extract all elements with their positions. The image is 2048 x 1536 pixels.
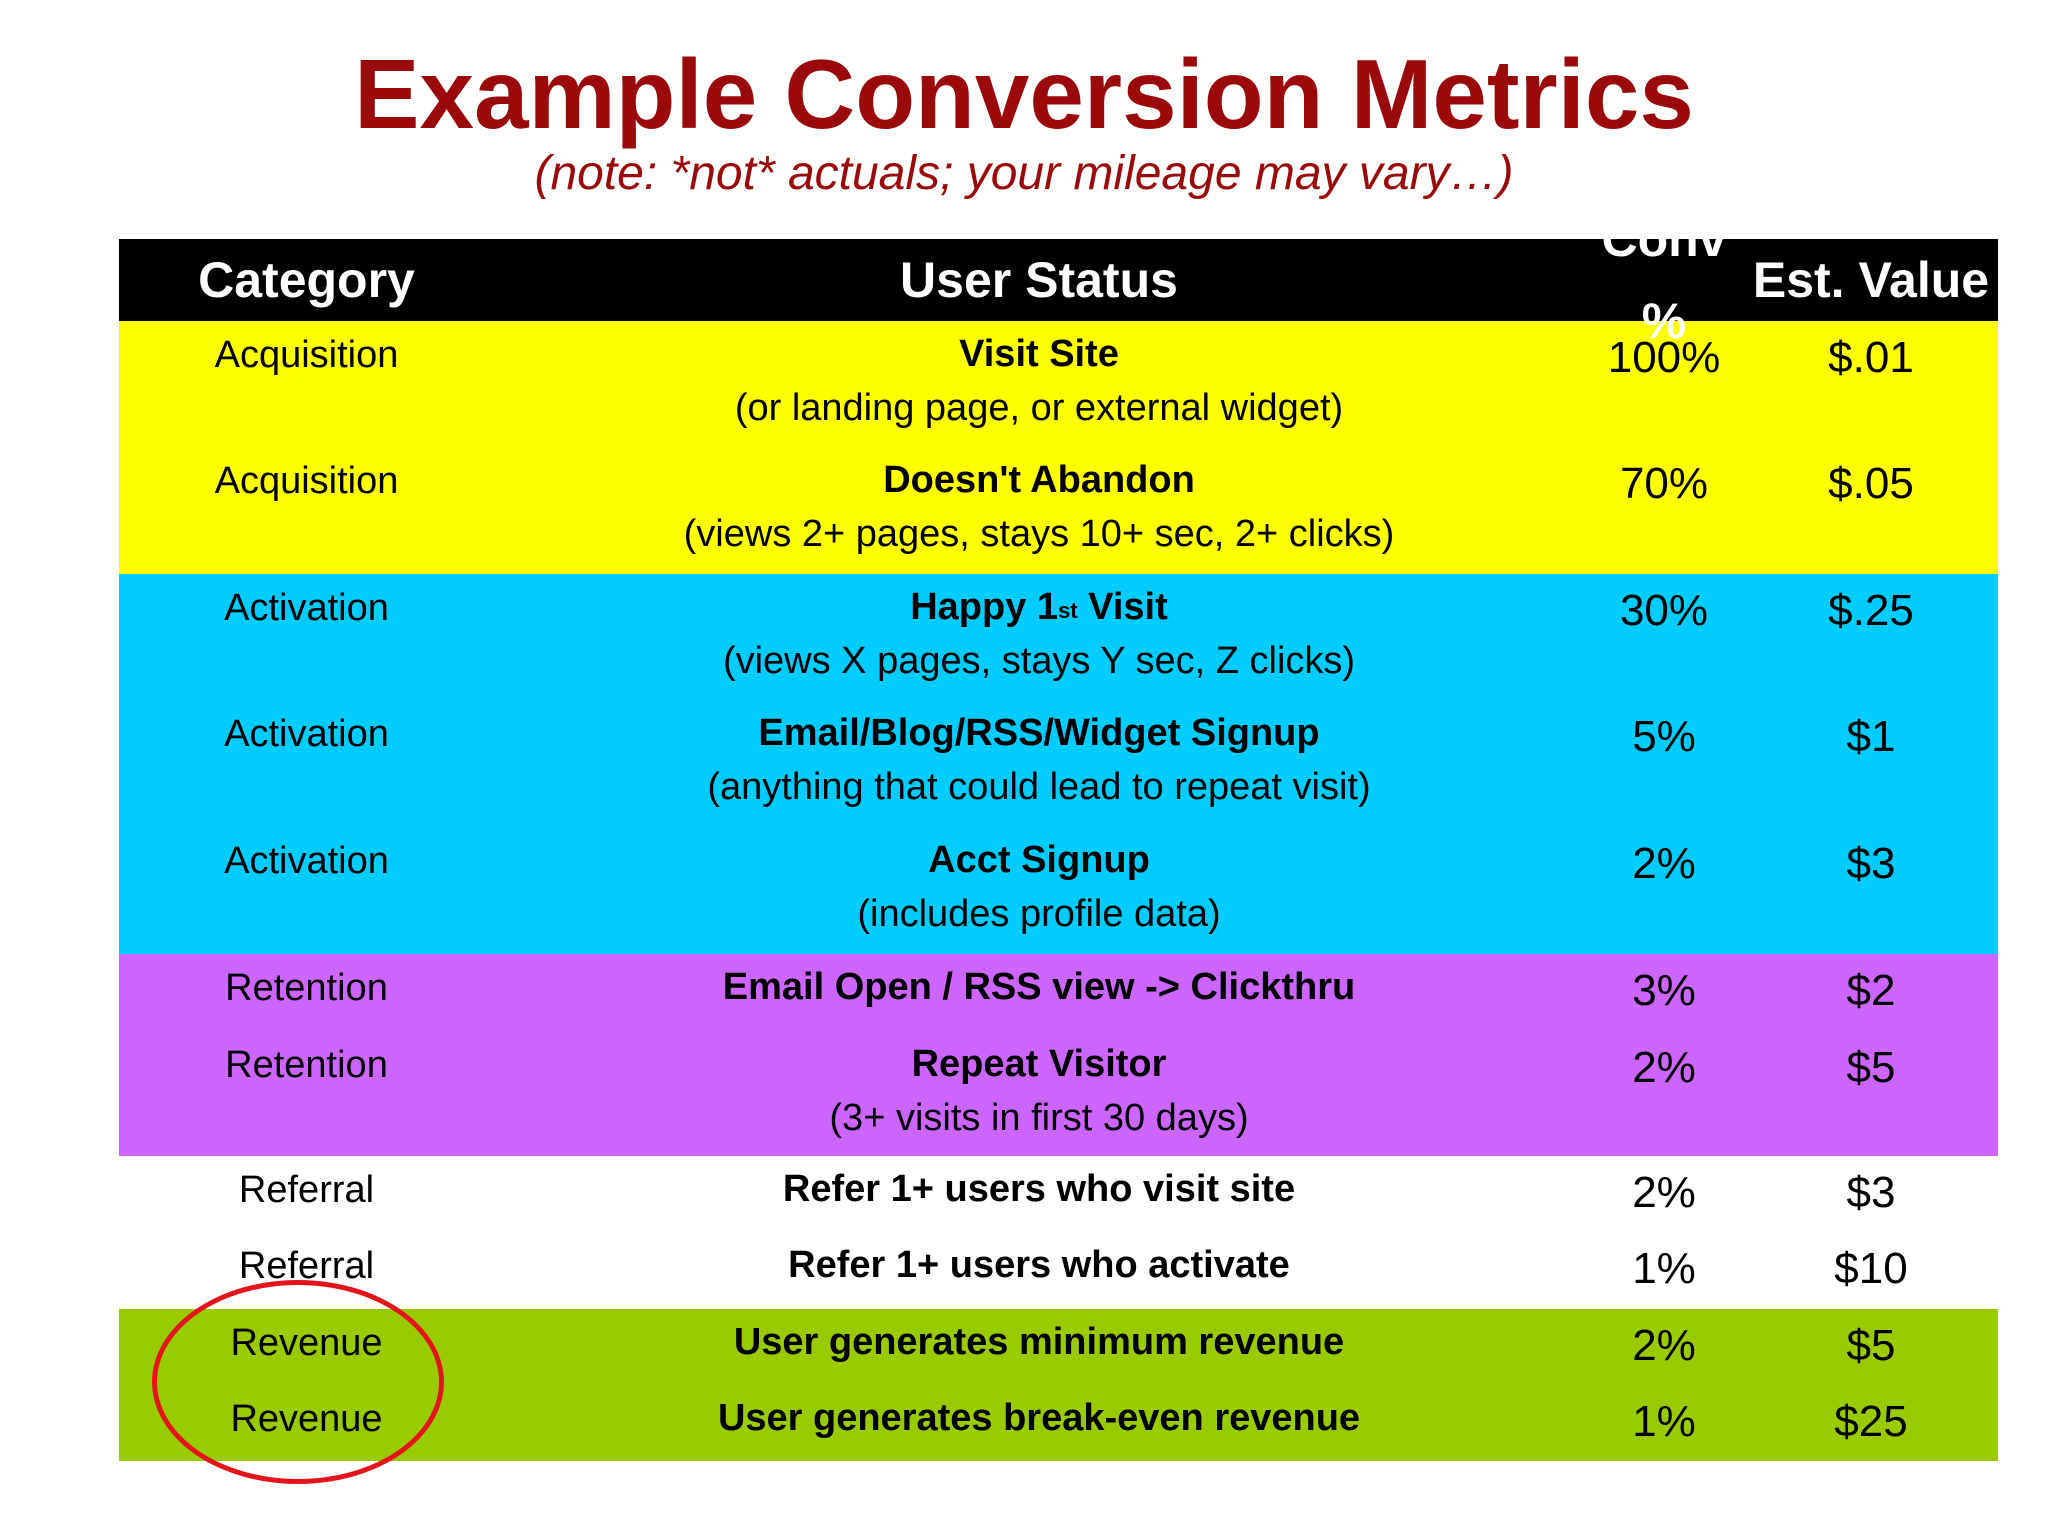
row-status: User generates break-even revenue: [494, 1385, 1584, 1445]
revenue-highlight-circle: [152, 1280, 444, 1484]
row-value: $1: [1846, 712, 1896, 761]
row-value: $5: [1846, 1043, 1896, 1092]
status-title: Acct Signup: [928, 839, 1150, 881]
table-row: Acquisition Doesn't Abandon (views 2+ pa…: [119, 447, 1998, 574]
row-status: Repeat Visitor (3+ visits in first 30 da…: [494, 1031, 1584, 1145]
row-value: $10: [1834, 1244, 1908, 1293]
table-row: Referral Refer 1+ users who activate 1% …: [119, 1232, 1998, 1309]
slide-subtitle: (note: *not* actuals; your mileage may v…: [534, 147, 1514, 200]
row-value: $.25: [1828, 586, 1914, 635]
row-conv: 5%: [1632, 712, 1696, 761]
row-conv: 2%: [1632, 1321, 1696, 1370]
row-conv: 30%: [1619, 586, 1709, 635]
metrics-table: Category User Status Conv % Est. Value A…: [119, 211, 1998, 1461]
status-title: Email/Blog/RSS/Widget Signup: [758, 712, 1320, 754]
status-title: User generates break-even revenue: [717, 1397, 1361, 1439]
referral-group: Referral Refer 1+ users who visit site 2…: [119, 1156, 1998, 1309]
row-status: Acct Signup (includes profile data): [494, 827, 1584, 941]
row-value: $3: [1846, 1168, 1896, 1217]
row-status: Refer 1+ users who activate: [494, 1232, 1584, 1292]
status-detail: (views 2+ pages, stays 10+ sec, 2+ click…: [683, 513, 1395, 555]
row-category: Retention: [225, 1044, 388, 1086]
status-title: User generates minimum revenue: [733, 1321, 1345, 1363]
row-conv: 2%: [1632, 1168, 1696, 1217]
row-category: Activation: [224, 587, 389, 629]
table-row: Retention Repeat Visitor (3+ visits in f…: [119, 1031, 1998, 1156]
status-title: Doesn't Abandon: [883, 459, 1195, 501]
activation-group: Activation Happy 1st Visit (views X page…: [119, 574, 1998, 954]
status-detail: (anything that could lead to repeat visi…: [707, 766, 1371, 808]
row-conv: 2%: [1632, 1043, 1696, 1092]
row-category: Activation: [224, 713, 389, 755]
header-est-value: Est. Value: [1752, 252, 1990, 308]
table-header: Category User Status Conv % Est. Value: [119, 211, 1998, 349]
row-category: Activation: [224, 840, 389, 882]
row-value: $5: [1846, 1321, 1896, 1370]
row-value: $.01: [1828, 333, 1914, 382]
header-category: Category: [198, 252, 415, 308]
status-title: Visit Site: [959, 333, 1119, 375]
header-conv-percent: Conv %: [1601, 211, 1727, 349]
row-conv: 100%: [1607, 333, 1721, 382]
header-user-status: User Status: [900, 252, 1178, 308]
row-category: Retention: [225, 967, 388, 1009]
table-row: Acquisition Visit Site (or landing page,…: [119, 321, 1998, 447]
status-title-superscript: st: [1058, 598, 1078, 623]
slide-title: Example Conversion Metrics: [354, 39, 1694, 149]
row-category: Acquisition: [214, 460, 399, 502]
status-title-suffix: Visit: [1077, 586, 1168, 628]
row-conv: 70%: [1619, 459, 1709, 508]
status-title: Repeat Visitor: [911, 1043, 1167, 1085]
acquisition-group: Acquisition Visit Site (or landing page,…: [119, 321, 1998, 574]
status-title: Refer 1+ users who visit site: [782, 1168, 1296, 1210]
row-value: $3: [1846, 839, 1896, 888]
row-status: Doesn't Abandon (views 2+ pages, stays 1…: [494, 447, 1584, 561]
status-detail: (includes profile data): [857, 893, 1221, 935]
row-value: $2: [1846, 966, 1896, 1015]
row-category: Acquisition: [214, 334, 399, 376]
row-status: User generates minimum revenue: [494, 1309, 1584, 1369]
row-category: Referral: [238, 1169, 375, 1211]
row-status: Email Open / RSS view -> Clickthru: [494, 954, 1584, 1014]
row-conv: 1%: [1632, 1244, 1696, 1293]
table-row: Activation Happy 1st Visit (views X page…: [119, 574, 1998, 700]
table-row: Activation Acct Signup (includes profile…: [119, 827, 1998, 954]
row-status: Refer 1+ users who visit site: [494, 1156, 1584, 1216]
retention-group: Retention Email Open / RSS view -> Click…: [119, 954, 1998, 1156]
status-detail: (3+ visits in first 30 days): [829, 1097, 1249, 1139]
status-title: Refer 1+ users who activate: [788, 1244, 1290, 1286]
row-conv: 3%: [1632, 966, 1696, 1015]
row-conv: 2%: [1632, 839, 1696, 888]
status-title: Email Open / RSS view -> Clickthru: [722, 966, 1356, 1008]
row-value: $25: [1834, 1397, 1908, 1446]
row-value: $.05: [1828, 459, 1914, 508]
status-title-text: Happy 1: [910, 586, 1059, 628]
status-detail: (views X pages, stays Y sec, Z clicks): [722, 640, 1356, 682]
table-row: Referral Refer 1+ users who visit site 2…: [119, 1156, 1998, 1232]
row-conv: 1%: [1632, 1397, 1696, 1446]
row-status: Visit Site (or landing page, or external…: [494, 321, 1584, 435]
status-detail: (or landing page, or external widget): [734, 387, 1344, 429]
row-status: Email/Blog/RSS/Widget Signup (anything t…: [494, 700, 1584, 814]
table-row: Retention Email Open / RSS view -> Click…: [119, 954, 1998, 1031]
table-row: Activation Email/Blog/RSS/Widget Signup …: [119, 700, 1998, 827]
row-status: Happy 1st Visit (views X pages, stays Y …: [494, 574, 1584, 688]
status-title: Happy 1st Visit: [494, 580, 1584, 634]
